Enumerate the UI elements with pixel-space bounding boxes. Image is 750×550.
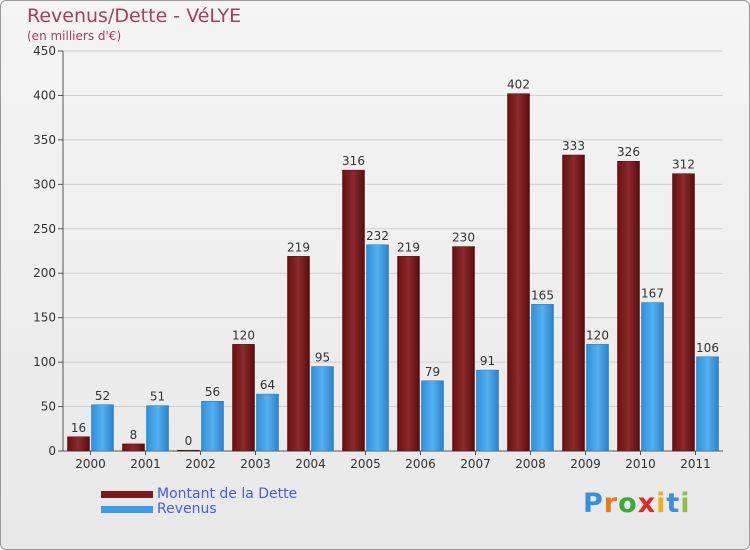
data-label-dette: 402 (507, 78, 530, 92)
legend-label-dette: Montant de la Dette (157, 486, 298, 502)
data-label-revenus: 52 (95, 389, 110, 403)
bar-dette (122, 443, 145, 452)
y-tick-label: 150 (33, 311, 56, 325)
proxiti-logo: Proxiti (583, 488, 691, 519)
y-tick-label: 300 (33, 177, 56, 191)
x-tick-label: 2002 (185, 457, 216, 471)
chart-subtitle: (en milliers d'€) (27, 29, 122, 43)
data-label-dette: 219 (397, 240, 420, 254)
logo-letter: i (680, 488, 691, 519)
data-label-revenus: 51 (150, 390, 165, 404)
data-label-dette: 230 (452, 231, 475, 245)
bar-revenus (531, 304, 554, 452)
legend: Montant de la Dette Revenus (101, 487, 297, 517)
data-label-revenus: 106 (696, 341, 719, 355)
bar-revenus (91, 404, 114, 452)
data-label-dette: 0 (185, 434, 193, 448)
bar-dette (617, 160, 640, 452)
data-label-revenus: 95 (315, 351, 330, 365)
bar-dette (452, 246, 475, 452)
y-tick-label: 250 (33, 222, 56, 236)
y-tick-label: 450 (33, 44, 56, 58)
bar-revenus (366, 244, 389, 452)
data-label-dette: 326 (617, 145, 640, 159)
x-tick-label: 2011 (680, 457, 711, 471)
bar-revenus (201, 400, 224, 452)
data-label-dette: 120 (232, 328, 255, 342)
bar-dette (507, 93, 530, 452)
y-tick-label: 200 (33, 266, 56, 280)
x-tick-label: 2007 (460, 457, 491, 471)
x-tick-label: 2003 (240, 457, 271, 471)
data-label-revenus: 167 (641, 287, 664, 301)
logo-letter: r (603, 488, 619, 519)
logo-letter: P (583, 488, 604, 519)
x-tick-label: 2008 (515, 457, 546, 471)
legend-swatch-dette (101, 491, 153, 498)
y-tick-label: 0 (48, 444, 56, 458)
data-label-dette: 16 (71, 421, 86, 435)
bar-dette (562, 154, 585, 452)
data-label-revenus: 120 (586, 328, 609, 342)
x-tick-label: 2009 (570, 457, 601, 471)
bar-revenus (256, 393, 279, 452)
bar-revenus (476, 369, 499, 452)
bar-revenus (421, 380, 444, 452)
data-label-dette: 312 (672, 158, 695, 172)
data-label-dette: 8 (130, 428, 138, 442)
y-tick-label: 400 (33, 88, 56, 102)
y-tick-label: 100 (33, 355, 56, 369)
x-tick-label: 2001 (130, 457, 161, 471)
y-tick-label: 50 (41, 400, 56, 414)
bar-revenus (586, 344, 609, 452)
legend-item-revenus: Revenus (101, 502, 297, 517)
legend-swatch-revenus (101, 506, 153, 513)
data-label-dette: 316 (342, 154, 365, 168)
data-label-revenus: 64 (260, 378, 275, 392)
data-label-revenus: 56 (205, 385, 220, 399)
x-tick-label: 2010 (625, 457, 656, 471)
logo-letter: x (637, 488, 657, 519)
data-label-dette: 333 (562, 139, 585, 153)
logo-letter: i (656, 488, 667, 519)
x-tick-label: 2004 (295, 457, 326, 471)
bar-dette (177, 449, 200, 452)
bar-revenus (311, 366, 334, 452)
bar-dette (232, 344, 255, 452)
bar-dette (342, 169, 365, 452)
data-label-dette: 219 (287, 240, 310, 254)
bar-dette (67, 436, 90, 452)
chart-title: Revenus/Dette - VéLYE (27, 5, 242, 27)
y-tick-label: 350 (33, 133, 56, 147)
legend-label-revenus: Revenus (157, 501, 217, 517)
logo-letter: t (666, 488, 681, 519)
bar-revenus (641, 302, 664, 452)
logo-letter: o (618, 488, 638, 519)
x-tick-label: 2006 (405, 457, 436, 471)
x-tick-label: 2005 (350, 457, 381, 471)
data-label-revenus: 165 (531, 288, 554, 302)
bar-revenus (696, 356, 719, 452)
legend-item-dette: Montant de la Dette (101, 487, 297, 502)
data-label-revenus: 232 (366, 229, 389, 243)
bar-dette (397, 256, 420, 452)
data-label-revenus: 91 (480, 354, 495, 368)
bar-revenus (146, 405, 169, 452)
data-label-revenus: 79 (425, 365, 440, 379)
bar-dette (672, 173, 695, 452)
bar-dette (287, 256, 310, 452)
x-tick-label: 2000 (75, 457, 106, 471)
